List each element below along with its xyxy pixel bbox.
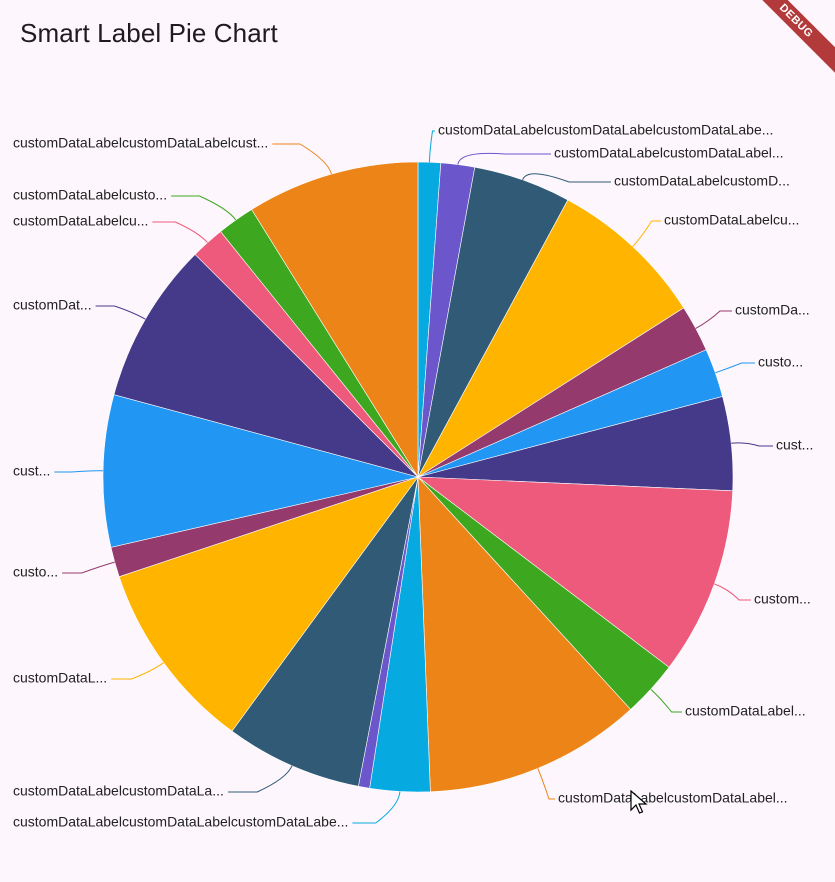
pie-slice[interactable] (417, 476, 734, 668)
label-connector (227, 765, 293, 793)
label-connector (171, 195, 237, 221)
data-label: customDataLabelcustomD... (614, 173, 790, 189)
data-label: customDat... (13, 297, 92, 313)
data-label: customDataL... (13, 670, 107, 686)
pie-slice[interactable] (251, 161, 419, 479)
data-label: customDataLabelcusto... (13, 187, 167, 203)
data-label: customDataLabelcu... (13, 213, 148, 229)
label-connector (714, 583, 751, 601)
data-label: cust... (13, 463, 50, 479)
label-connector (272, 143, 332, 175)
data-label: cust... (776, 437, 813, 453)
data-label: custo... (758, 354, 803, 370)
label-connector (632, 220, 661, 247)
label-connector (95, 305, 146, 320)
data-label: customDataLabelcustomDataLabelcustomData… (13, 814, 348, 830)
pie-slices (102, 161, 734, 793)
label-connector (152, 221, 208, 243)
label-connector (457, 152, 551, 165)
data-label: customDataLabelcustomDataLabel... (554, 145, 784, 161)
data-label: customDataLabelcustomDataLabel... (558, 790, 788, 806)
data-label: custom... (754, 591, 811, 607)
data-label: customDataLabelcustomDataLa... (13, 783, 224, 799)
pie-slice[interactable] (417, 476, 632, 793)
label-connector (352, 791, 401, 824)
label-connector (62, 561, 115, 574)
data-label: customDataLabel... (685, 703, 806, 719)
page-title: Smart Label Pie Chart (20, 18, 278, 48)
label-connector (650, 688, 682, 713)
label-connector (731, 442, 773, 447)
pie-slice[interactable] (102, 394, 419, 548)
data-labels: customDataLabelcustomDataLabelcustomData… (13, 122, 813, 830)
label-connector (522, 173, 611, 183)
label-connector (54, 470, 104, 473)
pie-slice[interactable] (417, 199, 685, 478)
data-label: custo... (13, 564, 58, 580)
data-label: customDa... (735, 302, 810, 318)
label-connector (111, 662, 164, 680)
label-connector (428, 130, 435, 163)
data-label: customDataLabelcustomDataLabelcust... (13, 135, 268, 151)
app-bar: Smart Label Pie Chart DEBUG (0, 0, 835, 81)
label-connector (537, 768, 555, 800)
data-label: customDataLabelcu... (664, 212, 799, 228)
mouse-cursor-icon (630, 790, 648, 814)
label-connector (695, 310, 732, 329)
label-connector (715, 362, 755, 374)
data-label: customDataLabelcustomDataLabelcustomData… (438, 122, 773, 138)
label-connectors (54, 130, 773, 824)
